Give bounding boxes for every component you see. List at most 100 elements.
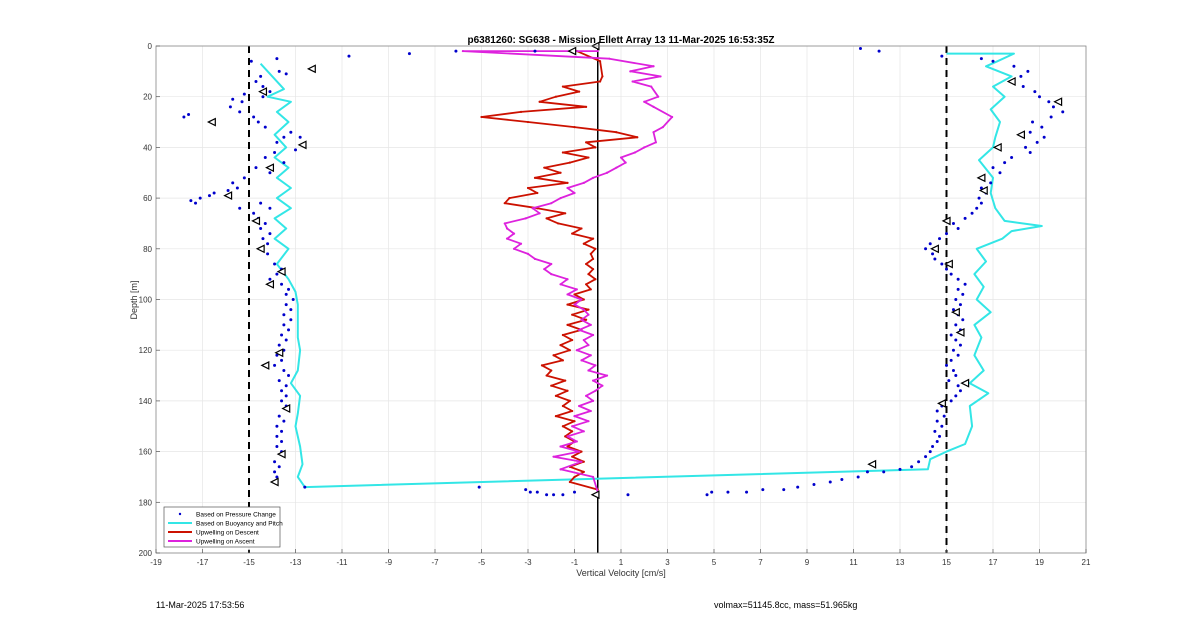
upwelling-ascent-line-point bbox=[559, 445, 562, 448]
pressure-change-point bbox=[958, 303, 962, 307]
triangle-marker bbox=[867, 459, 877, 469]
pressure-change-point bbox=[240, 100, 244, 104]
upwelling-descent-line-point bbox=[543, 166, 546, 169]
upwelling-descent-line-point bbox=[566, 389, 569, 392]
upwelling-descent-line-point bbox=[568, 480, 571, 484]
upwelling-ascent-line-point bbox=[587, 420, 590, 423]
pressure-change-point bbox=[259, 227, 263, 231]
pressure-change-point bbox=[991, 59, 995, 63]
pressure-change-point bbox=[287, 374, 291, 378]
pressure-change-point bbox=[940, 424, 944, 428]
pressure-change-point bbox=[931, 445, 935, 449]
pressure-change-point bbox=[273, 262, 277, 266]
upwelling-ascent-line-point bbox=[633, 151, 637, 154]
triangle-marker bbox=[274, 348, 284, 358]
upwelling-descent-line-point bbox=[571, 409, 574, 413]
upwelling-ascent-line-point bbox=[559, 468, 562, 471]
pressure-change-point bbox=[303, 485, 307, 489]
upwelling-ascent-line-point bbox=[512, 232, 516, 235]
pressure-change-point bbox=[277, 69, 281, 73]
pressure-change-point bbox=[726, 490, 730, 494]
upwelling-descent-line-point bbox=[594, 247, 597, 250]
upwelling-descent-line-point bbox=[571, 313, 574, 316]
pressure-change-point bbox=[280, 333, 284, 337]
pressure-change-point bbox=[998, 171, 1002, 175]
pressure-change-point bbox=[933, 257, 937, 261]
triangle-marker bbox=[1006, 77, 1016, 86]
pressure-change-point bbox=[626, 493, 630, 497]
pressure-change-point bbox=[275, 445, 279, 449]
y-tick-label: 20 bbox=[143, 93, 152, 102]
upwelling-descent-line-point bbox=[587, 308, 590, 311]
x-tick-label: 15 bbox=[942, 558, 951, 567]
legend-label: Upwelling on Ascent bbox=[196, 539, 255, 546]
upwelling-ascent-line-point bbox=[503, 222, 506, 225]
triangle-marker bbox=[941, 216, 951, 226]
pressure-change-point bbox=[273, 363, 277, 367]
triangle-marker bbox=[223, 191, 233, 201]
pressure-change-point bbox=[273, 460, 277, 464]
pressure-change-point bbox=[705, 493, 709, 497]
upwelling-descent-line-point bbox=[557, 222, 560, 225]
pressure-change-point bbox=[954, 374, 958, 378]
upwelling-descent-line-point bbox=[561, 404, 564, 408]
pressure-change-point bbox=[796, 485, 800, 489]
triangle-marker bbox=[943, 259, 953, 269]
upwelling-ascent-line-point bbox=[580, 460, 583, 463]
pressure-change-point bbox=[284, 394, 288, 398]
upwelling-ascent-line-point bbox=[582, 338, 585, 342]
pressure-change-point bbox=[268, 171, 272, 175]
pressure-change-point bbox=[477, 485, 481, 489]
pressure-change-point bbox=[289, 130, 293, 134]
pressure-change-point bbox=[949, 333, 953, 337]
pressure-change-point bbox=[856, 475, 860, 479]
upwelling-ascent-line-point bbox=[587, 313, 590, 316]
pressure-change-point bbox=[231, 181, 235, 185]
pressure-change-point bbox=[933, 429, 937, 433]
triangle-marker bbox=[976, 173, 986, 183]
triangle-marker bbox=[206, 117, 216, 127]
upwelling-ascent-line-point bbox=[538, 212, 541, 215]
pressure-change-point bbox=[238, 206, 242, 210]
x-tick-label: 13 bbox=[896, 558, 905, 567]
pressure-change-point bbox=[935, 419, 939, 423]
pressure-change-point bbox=[282, 161, 286, 165]
upwelling-descent-line-point bbox=[568, 399, 571, 402]
x-tick-label: -17 bbox=[197, 558, 209, 567]
upwelling-ascent-line-point bbox=[580, 359, 583, 362]
upwelling-descent-line-point bbox=[554, 394, 558, 397]
pressure-change-point bbox=[277, 379, 281, 383]
pressure-change-point bbox=[761, 488, 765, 492]
upwelling-ascent-line-point bbox=[461, 49, 464, 53]
upwelling-descent-line-point bbox=[585, 283, 588, 286]
pressure-change-point bbox=[226, 188, 230, 192]
upwelling-descent-line-point bbox=[526, 186, 530, 190]
upwelling-ascent-line-point bbox=[575, 349, 578, 352]
legend-label: Upwelling on Descent bbox=[196, 530, 259, 537]
upwelling-ascent-line-point bbox=[654, 141, 657, 144]
upwelling-descent-line-point bbox=[585, 262, 588, 266]
upwelling-ascent-line-point bbox=[659, 75, 662, 78]
upwelling-ascent-line-point bbox=[573, 303, 576, 306]
pressure-change-point bbox=[242, 176, 246, 180]
pressure-change-point bbox=[207, 194, 211, 198]
upwelling-ascent-line-point bbox=[552, 455, 555, 458]
y-tick-label: 40 bbox=[143, 143, 152, 152]
pressure-change-point bbox=[882, 470, 886, 474]
upwelling-descent-line bbox=[480, 50, 639, 491]
pressure-change-point bbox=[1026, 69, 1030, 73]
upwelling-ascent-line-point bbox=[573, 415, 576, 418]
pressure-change-point bbox=[961, 292, 965, 296]
buoyancy-pitch-line bbox=[259, 63, 306, 488]
pressure-change-point bbox=[970, 211, 974, 215]
pressure-change-point bbox=[282, 368, 286, 372]
pressure-change-point bbox=[187, 112, 191, 116]
triangle-marker bbox=[255, 244, 265, 254]
upwelling-descent-line-point bbox=[552, 354, 555, 357]
upwelling-ascent-line-point bbox=[566, 278, 569, 281]
pressure-change-point bbox=[275, 140, 279, 144]
triangle-marker bbox=[281, 404, 291, 413]
upwelling-ascent-line-point bbox=[631, 80, 634, 83]
x-axis-label: Vertical Velocity [cm/s] bbox=[576, 568, 666, 578]
upwelling-ascent-line-point bbox=[580, 298, 583, 301]
